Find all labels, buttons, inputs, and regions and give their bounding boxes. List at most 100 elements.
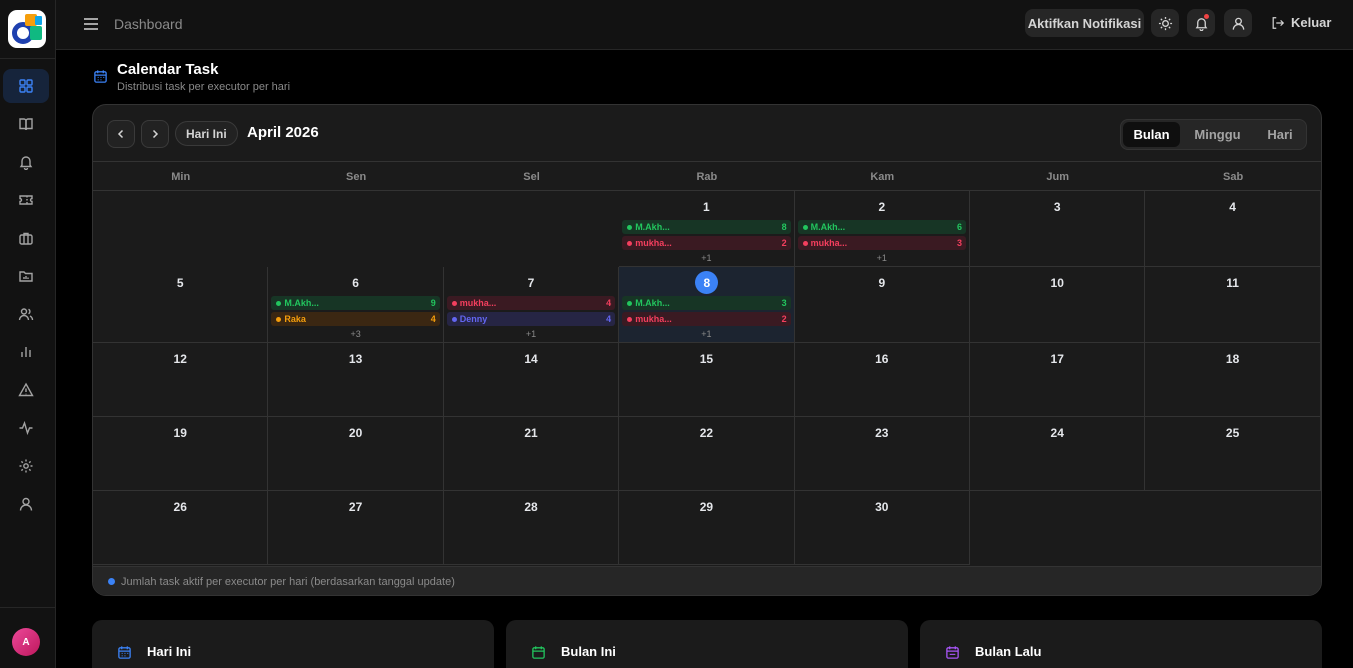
sidebar-item-users[interactable] — [3, 297, 49, 331]
weekday-label: Min — [171, 171, 191, 183]
day-cell[interactable]: 3 — [970, 191, 1146, 267]
sidebar-item-settings[interactable] — [3, 449, 49, 483]
sidebar-item-reports[interactable] — [3, 335, 49, 369]
sidebar-item-tickets[interactable] — [3, 183, 49, 217]
day-cell[interactable]: 17 — [970, 343, 1146, 417]
today-button[interactable]: Hari Ini — [175, 121, 238, 146]
day-cell[interactable]: 9 — [794, 267, 970, 343]
day-number: 1 — [703, 200, 710, 214]
page-subtitle: Distribusi task per executor per hari — [117, 81, 291, 93]
notifications-button[interactable] — [1187, 9, 1215, 37]
day-number: 6 — [352, 276, 359, 290]
day-cell[interactable]: 24 — [970, 417, 1146, 491]
menu-icon[interactable] — [82, 15, 100, 33]
executor-name: mukha... — [635, 314, 672, 324]
enable-notifications-button[interactable]: Aktifkan Notifikasi — [1025, 9, 1144, 37]
day-cell[interactable]: 25 — [1145, 417, 1321, 491]
day-cell[interactable]: 26 — [93, 491, 269, 565]
day-cell[interactable]: 10 — [970, 267, 1146, 343]
executor-task-chip[interactable]: M.Akh... 6 — [797, 220, 966, 234]
stat-card-today[interactable]: Hari Ini — [92, 620, 494, 668]
day-number: 28 — [524, 500, 538, 514]
day-cell[interactable]: 13 — [268, 343, 444, 417]
sidebar-item-notifications[interactable] — [3, 145, 49, 179]
sidebar-item-files[interactable] — [3, 259, 49, 293]
day-cell[interactable]: 20 — [268, 417, 444, 491]
executor-task-chip[interactable]: M.Akh... 9 — [271, 296, 440, 310]
executor-task-chip[interactable]: Denny 4 — [446, 312, 616, 326]
executor-color-dot — [627, 240, 633, 246]
view-month-button[interactable]: Bulan — [1123, 122, 1180, 147]
more-executors-link[interactable]: +3 — [350, 329, 361, 339]
sidebar-item-docs[interactable] — [3, 107, 49, 141]
executor-task-chip[interactable]: mukha... 3 — [797, 236, 966, 250]
day-cell[interactable]: 2 M.Akh... 6 mukha... 3 +1 — [794, 191, 970, 267]
day-cell-today[interactable]: 8 M.Akh... 3 mukha... 2 +1 — [619, 267, 795, 343]
day-cell[interactable]: 28 — [443, 491, 620, 565]
sidebar-item-profile[interactable] — [3, 487, 49, 521]
calendar-card: Hari Ini April 2026 Bulan Minggu Hari Mi… — [92, 104, 1322, 596]
executor-task-chip[interactable]: mukha... 4 — [446, 296, 616, 310]
day-cell[interactable]: 5 — [93, 267, 269, 343]
executor-name: Denny — [459, 314, 488, 324]
activity-icon — [19, 420, 33, 436]
day-cell[interactable]: 6 M.Akh... 9 Raka 4 +3 — [268, 267, 444, 343]
theme-toggle-button[interactable] — [1151, 9, 1179, 37]
day-cell[interactable]: 18 — [1145, 343, 1321, 417]
task-count: 2 — [781, 314, 787, 324]
sidebar-divider — [0, 58, 56, 59]
prev-month-button[interactable] — [107, 120, 135, 148]
stat-card-last-month[interactable]: Bulan Lalu — [920, 620, 1322, 668]
unread-dot — [1204, 14, 1209, 19]
sidebar-item-activity[interactable] — [3, 411, 49, 445]
executor-task-chip[interactable]: mukha... 2 — [622, 236, 791, 250]
day-cell[interactable]: 15 — [619, 343, 795, 417]
avatar[interactable]: A — [12, 628, 40, 656]
app-logo[interactable] — [8, 10, 46, 48]
day-number: 30 — [875, 500, 889, 514]
view-week-button[interactable]: Minggu — [1194, 127, 1241, 142]
day-cell[interactable]: 4 — [1145, 191, 1321, 267]
day-cell[interactable]: 29 — [619, 491, 795, 565]
sidebar-item-dashboard[interactable] — [3, 69, 49, 103]
stat-card-this-month[interactable]: Bulan Ini — [506, 620, 908, 668]
more-executors-link[interactable]: +1 — [876, 253, 887, 263]
day-cell[interactable]: 14 — [443, 343, 620, 417]
more-executors-link[interactable]: +1 — [701, 329, 712, 339]
day-cell[interactable]: 12 — [93, 343, 269, 417]
day-cell[interactable]: 21 — [443, 417, 620, 491]
executor-task-chip[interactable]: mukha... 2 — [622, 312, 791, 326]
task-count: 9 — [430, 298, 436, 308]
executor-task-chip[interactable]: M.Akh... 8 — [622, 220, 791, 234]
breadcrumb[interactable]: Dashboard — [114, 16, 183, 32]
folder-chart-icon — [19, 271, 33, 282]
weekday-label: Rab — [696, 171, 718, 183]
day-cell[interactable]: 30 — [794, 491, 970, 565]
day-number: 7 — [527, 276, 535, 290]
day-cell[interactable]: 11 — [1145, 267, 1321, 343]
more-executors-link[interactable]: +1 — [525, 329, 537, 339]
day-cell[interactable]: 16 — [794, 343, 970, 417]
executor-task-chip[interactable]: M.Akh... 3 — [622, 296, 791, 310]
sidebar-item-alerts[interactable] — [3, 373, 49, 407]
day-number: 17 — [1050, 352, 1064, 366]
executor-task-chip[interactable]: Raka 4 — [271, 312, 440, 326]
users-icon — [18, 308, 34, 321]
day-cell[interactable]: 1 M.Akh... 8 mukha... 2 +1 — [619, 191, 795, 267]
next-month-button[interactable] — [141, 120, 169, 148]
day-cell[interactable]: 23 — [794, 417, 970, 491]
more-executors-link[interactable]: +1 — [701, 253, 712, 263]
logout-button[interactable]: Keluar — [1271, 15, 1331, 30]
profile-button[interactable] — [1224, 9, 1252, 37]
weekday-label: Sel — [523, 171, 540, 183]
day-cell[interactable]: 19 — [93, 417, 269, 491]
sidebar-item-projects[interactable] — [3, 221, 49, 255]
task-count: 3 — [956, 238, 962, 248]
weekday-label: Sen — [345, 171, 367, 183]
view-day-button[interactable]: Hari — [1267, 127, 1293, 142]
day-number: 21 — [524, 426, 538, 440]
day-number: 14 — [524, 352, 538, 366]
day-cell[interactable]: 27 — [268, 491, 444, 565]
day-cell[interactable]: 7 mukha... 4 Denny 4 +1 — [443, 267, 620, 343]
day-cell[interactable]: 22 — [619, 417, 795, 491]
